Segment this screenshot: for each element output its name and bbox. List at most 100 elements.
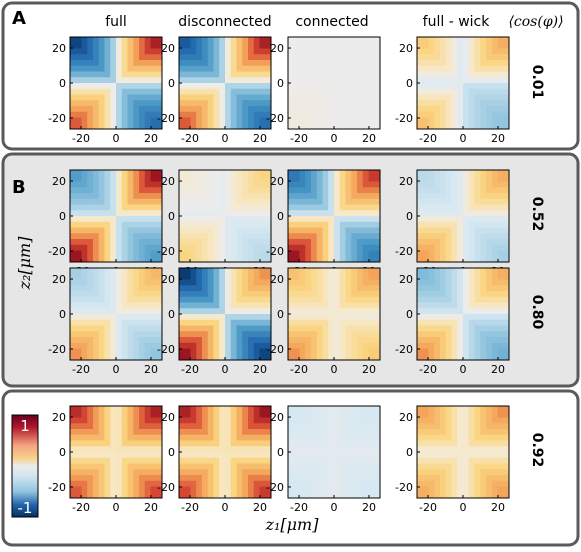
heatmap-cell	[207, 492, 214, 499]
heatmap-cell	[322, 37, 329, 44]
heatmap-cell	[422, 54, 429, 61]
heatmap-cell	[98, 348, 105, 355]
heatmap-cell	[93, 268, 100, 275]
heatmap-cell	[93, 279, 100, 286]
heatmap-cell	[259, 244, 266, 251]
heatmap-cell	[213, 233, 220, 240]
heatmap-cell	[474, 256, 481, 263]
heatmap-cell	[328, 285, 335, 292]
heatmap-cell	[127, 268, 134, 275]
heatmap-cell	[253, 42, 260, 49]
heatmap-cell	[75, 486, 82, 493]
heatmap-cell	[179, 492, 186, 499]
heatmap-cell	[463, 210, 470, 217]
heatmap-cell	[81, 210, 88, 217]
heatmap-cell	[70, 492, 77, 499]
heatmap-cell	[190, 250, 197, 257]
heatmap-cell	[98, 210, 105, 217]
heatmap-cell	[230, 417, 237, 424]
heatmap-cell	[497, 354, 504, 361]
heatmap-cell	[417, 331, 424, 338]
heatmap-cell	[463, 198, 470, 205]
heatmap-cell	[345, 446, 352, 453]
heatmap-cell	[334, 233, 341, 240]
heatmap-cell	[93, 434, 100, 441]
heatmap-cell	[127, 308, 134, 315]
heatmap-cell	[184, 170, 191, 177]
heatmap-cell	[236, 469, 243, 476]
heatmap-cell	[368, 250, 375, 257]
heatmap-cell	[242, 325, 249, 332]
heatmap-cell	[230, 273, 237, 280]
heatmap-cell	[451, 111, 458, 118]
heatmap-cell	[457, 42, 464, 49]
heatmap-cell	[196, 106, 203, 113]
heatmap-cell	[156, 54, 163, 61]
heatmap-cell	[486, 244, 493, 251]
heatmap-cell	[116, 452, 123, 459]
heatmap-cell	[451, 181, 458, 188]
heatmap-cell	[225, 65, 232, 72]
heatmap-cell	[351, 244, 358, 251]
heatmap-cell	[457, 291, 464, 298]
heatmap-cell	[434, 123, 441, 130]
heatmap-cell	[434, 170, 441, 177]
heatmap-cell	[156, 77, 163, 84]
heatmap-cell	[121, 354, 128, 361]
heatmap-cell	[345, 342, 352, 349]
heatmap-cell	[207, 429, 214, 436]
heatmap-cell	[368, 440, 375, 447]
heatmap-cell	[422, 475, 429, 482]
heatmap-cell	[445, 227, 452, 234]
heatmap-cell	[463, 175, 470, 182]
heatmap-cell	[87, 65, 94, 72]
column-header-full: full	[105, 14, 127, 30]
heatmap-cell	[357, 221, 364, 228]
heatmap-cell	[368, 170, 375, 177]
heatmap-cell	[440, 77, 447, 84]
heatmap-cell	[345, 48, 352, 55]
heatmap-cell	[417, 117, 424, 124]
heatmap-cell	[87, 463, 94, 470]
heatmap-cell	[156, 440, 163, 447]
heatmap-cell	[322, 83, 329, 90]
heatmap-cell	[480, 434, 487, 441]
heatmap-cell	[288, 348, 295, 355]
heatmap-cell	[428, 331, 435, 338]
heatmap-cell	[230, 117, 237, 124]
heatmap-cell	[127, 100, 134, 107]
heatmap-cell	[445, 302, 452, 309]
heatmap-cell	[253, 170, 260, 177]
heatmap-cell	[253, 337, 260, 344]
heatmap-cell	[468, 348, 475, 355]
heatmap-cell	[305, 250, 312, 257]
heatmap-cell	[127, 193, 134, 200]
heatmap-cell	[98, 314, 105, 321]
heatmap-cell	[87, 111, 94, 118]
heatmap-cell	[497, 106, 504, 113]
heatmap-cell	[422, 348, 429, 355]
heatmap-cell	[451, 187, 458, 194]
heatmap-cell	[139, 244, 146, 251]
heatmap-cell	[116, 337, 123, 344]
heatmap-cell	[75, 221, 82, 228]
heatmap-cell	[345, 463, 352, 470]
heatmap-cell	[357, 417, 364, 424]
heatmap-cell	[242, 434, 249, 441]
heatmap-cell	[213, 411, 220, 418]
heatmap-cell	[70, 273, 77, 280]
heatmap-cell	[299, 285, 306, 292]
heatmap-cell	[207, 71, 214, 78]
heatmap-cell	[434, 250, 441, 257]
heatmap-cell	[156, 123, 163, 130]
heatmap-cell	[486, 480, 493, 487]
heatmap-cell	[288, 417, 295, 424]
heatmap-cell	[422, 48, 429, 55]
heatmap-cell	[440, 457, 447, 464]
heatmap-cell	[104, 475, 111, 482]
heatmap-cell	[357, 48, 364, 55]
heatmap-cell	[357, 314, 364, 321]
heatmap-cell	[463, 256, 470, 263]
heatmap-cell	[345, 411, 352, 418]
heatmap-cell	[428, 77, 435, 84]
